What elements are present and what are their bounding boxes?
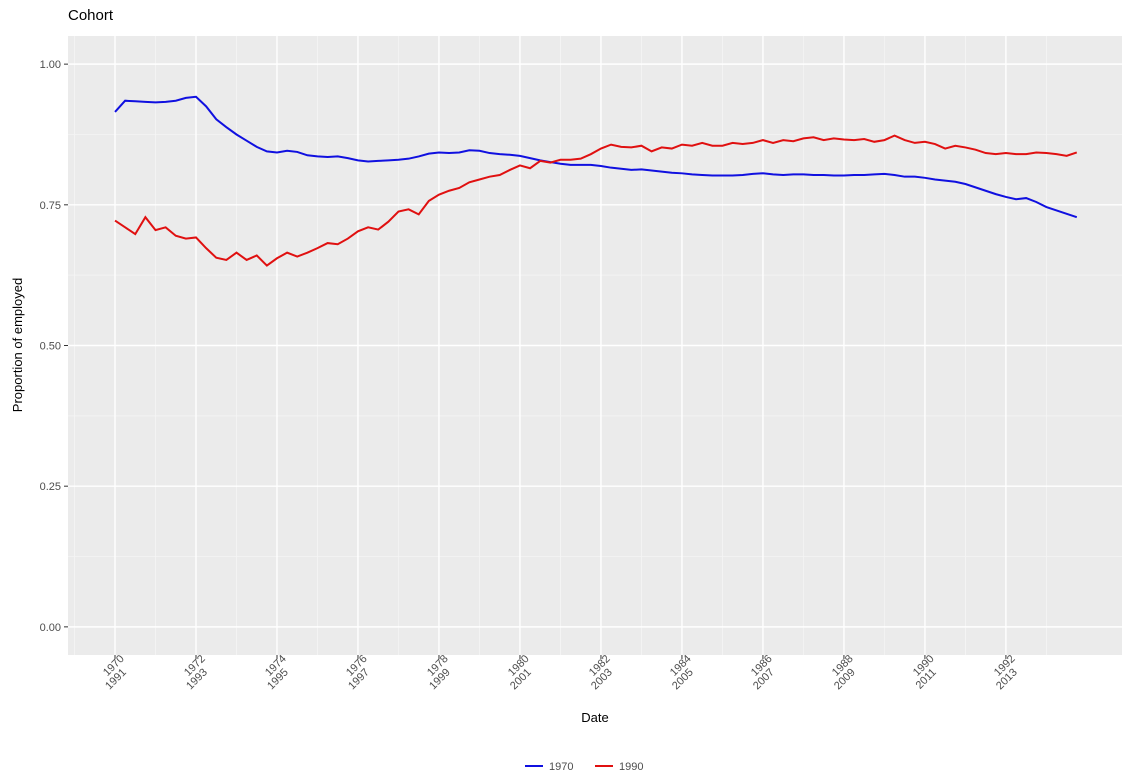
x-tick-label: 19842005 [662,653,701,692]
y-axis-title: Proportion of employed [10,278,25,412]
x-tick-label: 19862007 [743,653,782,692]
x-tick-label: 19781999 [419,653,458,692]
y-tick-label: 0.50 [40,341,61,353]
line [114,134,1078,267]
x-tick-label: 19882009 [824,653,863,692]
x-axis-title: Date [581,710,608,725]
line [114,95,1078,219]
legend-label: 1970 [549,761,573,773]
x-tick-label: 19721993 [176,653,215,692]
y-tick-label: 0.00 [40,622,61,634]
legend-label: 1990 [619,761,643,773]
chart-title: Cohort [68,7,114,24]
y-tick-label: 0.75 [40,200,61,212]
x-tick-label: 19761997 [338,653,377,692]
x-tick-label: 19741995 [257,653,296,692]
y-tick-label: 1.00 [40,59,61,71]
x-tick-label: 19802001 [500,653,539,692]
x-tick-label: 19922013 [986,653,1025,692]
x-tick-label: 19822003 [581,653,620,692]
x-tick-label: 19902011 [906,653,945,692]
legend: 1970 1990 [525,761,643,773]
y-tick-label: 0.25 [40,481,61,493]
x-tick-label: 19701991 [95,653,134,692]
